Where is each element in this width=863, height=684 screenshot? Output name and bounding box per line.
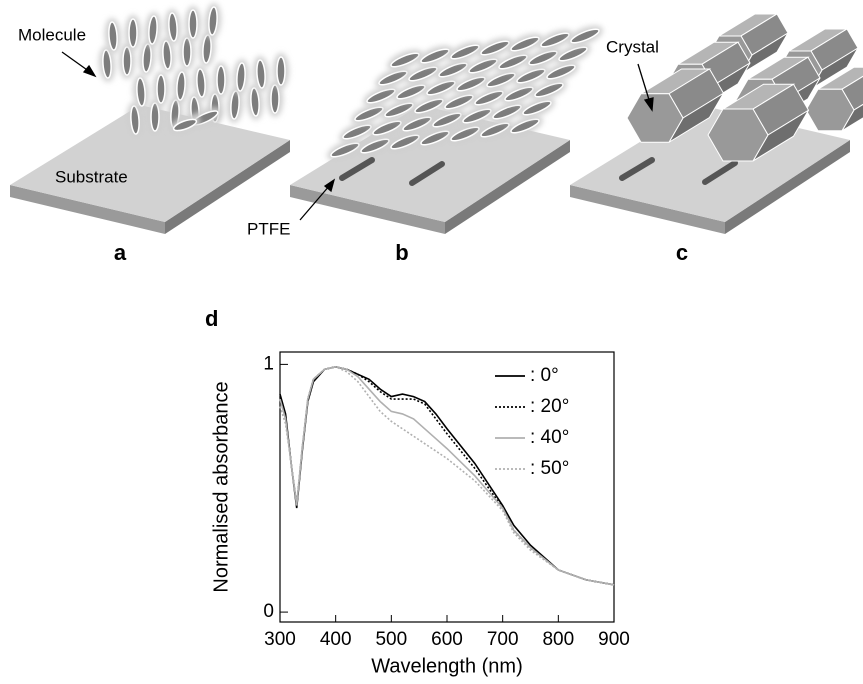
panel-label: c [676, 240, 688, 265]
legend-label: : 20° [530, 396, 569, 417]
label: Crystal [606, 37, 659, 56]
x-tick-label: 600 [431, 629, 463, 650]
x-tick-label: 700 [487, 629, 519, 650]
molecule [151, 103, 159, 131]
y-axis-label: Normalised absorbance [210, 381, 232, 592]
label: Molecule [18, 25, 86, 44]
legend-label: : 50° [530, 458, 569, 479]
molecule [157, 75, 165, 103]
molecule [217, 66, 225, 94]
x-tick-label: 900 [598, 629, 630, 650]
x-tick-label: 800 [542, 629, 574, 650]
molecule [183, 38, 191, 66]
molecule [271, 85, 279, 113]
molecule [189, 10, 197, 38]
label: PTFE [247, 219, 290, 238]
legend-label: : 0° [530, 365, 559, 386]
y-tick-label: 0 [263, 601, 274, 622]
x-tick-label: 500 [375, 629, 407, 650]
x-tick-label: 300 [264, 629, 296, 650]
molecule [123, 47, 131, 75]
molecule [129, 19, 137, 47]
plot-frame [280, 352, 614, 622]
label: Substrate [55, 167, 128, 186]
figure: Molecule Substrate PTFE Crystal a b c d … [0, 0, 863, 684]
y-tick-label: 1 [263, 353, 274, 374]
legend-label: : 40° [530, 427, 569, 448]
x-axis-label: Wavelength (nm) [371, 655, 523, 677]
arrow-head [84, 66, 95, 76]
x-tick-label: 400 [320, 629, 352, 650]
panel-label: d [205, 306, 218, 331]
molecule [277, 57, 285, 85]
chart: 300 400 500 600 700 800 900 0 1 Wavelength (nm) No… [210, 352, 630, 677]
panel-label: b [395, 240, 408, 265]
panel-label: a [114, 240, 127, 265]
